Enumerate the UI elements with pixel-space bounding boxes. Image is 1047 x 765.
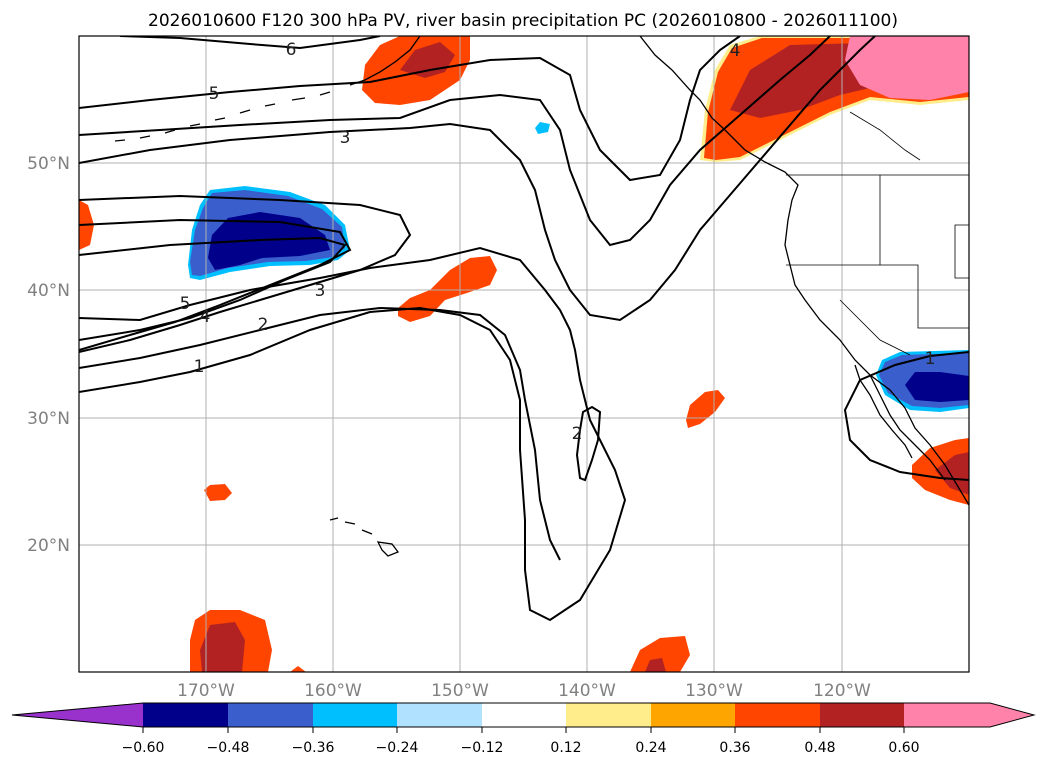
colorbar-segment <box>143 703 228 727</box>
colorbar-tick: −0.12 <box>461 740 504 756</box>
contour-label: 5 <box>209 84 220 104</box>
latitude-labels: 50°N 40°N 30°N 20°N <box>27 154 70 556</box>
colorbar-ticks: −0.60 −0.48 −0.36 −0.24 −0.12 0.12 0.24 … <box>122 740 920 756</box>
positive-anomaly-patches <box>79 36 969 672</box>
colorbar-segment <box>651 703 735 727</box>
lat-label: 50°N <box>27 154 70 174</box>
lat-label: 20°N <box>27 536 70 556</box>
lat-label: 40°N <box>27 281 70 301</box>
lon-label: 140°W <box>558 681 616 701</box>
contour-label: 6 <box>286 40 297 60</box>
colorbar: −0.60 −0.48 −0.36 −0.24 −0.12 0.12 0.24 … <box>11 702 1036 756</box>
contour-label: 3 <box>340 128 351 148</box>
colorbar-tick: −0.36 <box>292 740 335 756</box>
lon-label: 120°W <box>813 681 871 701</box>
contour-label: 1 <box>194 357 205 377</box>
contour-label: 5 <box>180 294 191 314</box>
colorbar-tick: 0.48 <box>804 740 835 756</box>
negative-anomaly-patches <box>188 122 969 412</box>
contour-label: 1 <box>925 349 936 369</box>
colorbar-tick: −0.60 <box>122 740 165 756</box>
colorbar-segment <box>820 703 904 727</box>
contour-label: 2 <box>258 315 269 335</box>
pv-contours <box>79 36 969 622</box>
lat-label: 30°N <box>27 409 70 429</box>
map-panel: 6 5 3 5 4 3 2 1 2 1 4 <box>78 35 970 673</box>
contour-label: 2 <box>572 424 583 444</box>
colorbar-tick: −0.48 <box>207 740 250 756</box>
colorbar-extend-max <box>904 703 1034 727</box>
colorbar-tick: 0.24 <box>635 740 666 756</box>
colorbar-extend-min <box>12 703 143 727</box>
colorbar-tick: 0.36 <box>719 740 750 756</box>
lon-label: 170°W <box>177 681 235 701</box>
colorbar-tick: 0.60 <box>888 740 919 756</box>
colorbar-tick: −0.24 <box>376 740 419 756</box>
map-frame <box>78 35 970 673</box>
map-title: 2026010600 F120 300 hPa PV, river basin … <box>148 11 898 31</box>
contour-labels: 6 5 3 5 4 3 2 1 2 1 4 <box>180 40 936 444</box>
lon-label: 130°W <box>685 681 743 701</box>
colorbar-segment <box>482 703 566 727</box>
longitude-labels: 170°W 160°W 150°W 140°W 130°W 120°W <box>177 681 871 701</box>
colorbar-segment <box>397 703 482 727</box>
contour-label: 3 <box>315 281 326 301</box>
lon-label: 150°W <box>431 681 489 701</box>
colorbar-segment <box>566 703 651 727</box>
contour-label: 4 <box>200 307 211 327</box>
colorbar-segment <box>313 703 397 727</box>
contour-label: 4 <box>730 41 741 61</box>
colorbar-segment <box>735 703 820 727</box>
state-borders <box>786 111 969 356</box>
colorbar-segment <box>228 703 313 727</box>
colorbar-tick: 0.12 <box>550 740 581 756</box>
lon-label: 160°W <box>304 681 362 701</box>
